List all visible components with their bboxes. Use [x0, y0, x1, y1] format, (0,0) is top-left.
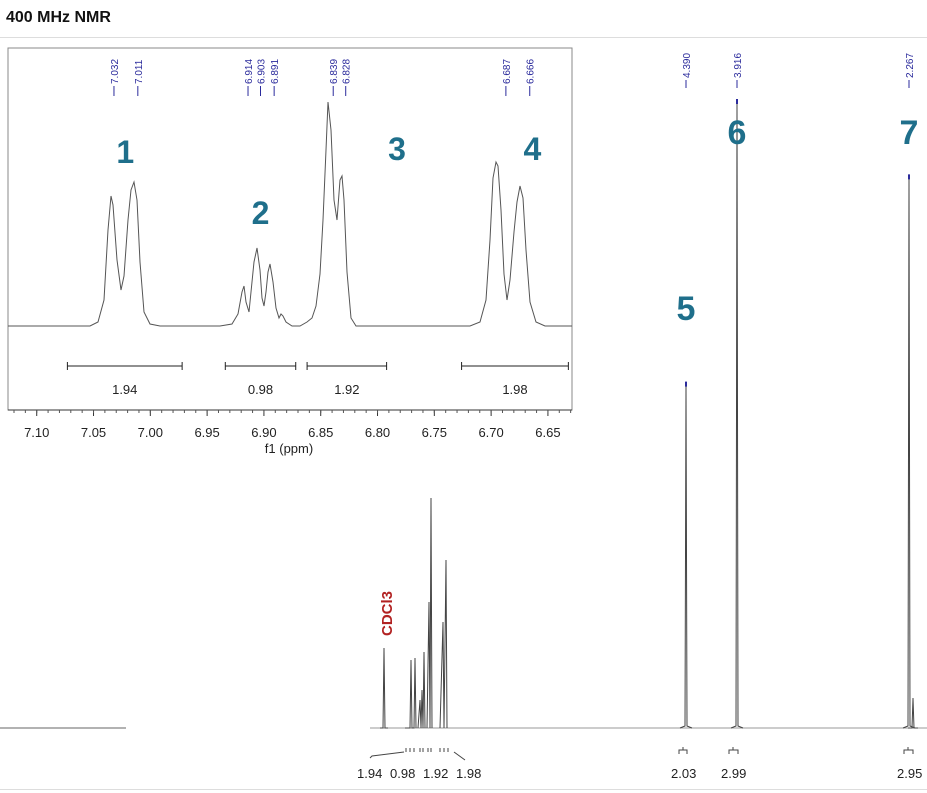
peak-number-7: 7 — [900, 114, 919, 152]
inset-tick-label-6: 6.80 — [365, 425, 390, 440]
inset-pick-label-6: 6.828 — [342, 59, 353, 84]
inset-frame — [7, 47, 573, 411]
chart-title: 400 MHz NMR — [6, 9, 111, 26]
inset-pick-label-7: 6.687 — [502, 59, 513, 84]
integral-mark-5 — [678, 747, 688, 754]
inset-pick-label-4: 6.891 — [270, 59, 281, 84]
main-peaks — [679, 99, 918, 729]
inset-pick-label-5: 6.839 — [329, 59, 340, 84]
integral-curve-4 — [453, 751, 466, 761]
inset-tick-label-3: 6.95 — [194, 425, 219, 440]
inset-integrals: 1.94 0.98 1.92 1.98 — [66, 362, 569, 397]
integral-ticks-b — [419, 748, 432, 752]
inset-integral-value-2: 1.92 — [334, 382, 359, 397]
inset-x-axis-label: f1 (ppm) — [265, 441, 313, 456]
inset-peak-picks: 7.032 7.011 6.914 6.903 6.891 6.839 6.828 6.687… — [110, 59, 537, 96]
main-integral-marks — [369, 747, 914, 761]
main-peak-marker-5 — [685, 381, 687, 387]
inset-pick-label-1: 7.011 — [134, 59, 145, 84]
inset-group-label-4: 4 — [523, 131, 541, 167]
main-peak-7 — [902, 175, 916, 729]
inset-pick-label-3: 6.903 — [257, 59, 268, 84]
inset-pick-label-2: 6.914 — [244, 59, 255, 84]
integral-mark-6 — [728, 747, 739, 754]
inset-trace — [8, 101, 572, 327]
inset-tick-label-2: 7.00 — [138, 425, 163, 440]
inset-integral-value-0: 1.94 — [112, 382, 137, 397]
inset-ticks: 7.10 7.05 7.00 6.95 6.90 6.85 6.80 6.75 6.70 6.65 — [13, 410, 572, 440]
inset-tick-label-4: 6.90 — [251, 425, 276, 440]
main-integral-6: 2.99 — [721, 766, 746, 781]
cluster-peak-1 — [405, 657, 417, 729]
main-integral-2: 0.98 — [390, 766, 415, 781]
inset-pick-label-0: 7.032 — [110, 59, 121, 84]
inset-group-label-2: 2 — [252, 195, 270, 231]
inset-tick-label-8: 6.70 — [478, 425, 503, 440]
inset-group-label-3: 3 — [388, 131, 406, 167]
solvent-peak — [380, 647, 388, 729]
inset-integral-value-3: 1.98 — [502, 382, 527, 397]
bottom-divider — [0, 789, 927, 790]
integral-curve-1 — [369, 751, 405, 759]
inset-group-label-1: 1 — [116, 134, 134, 170]
inset-tick-label-1: 7.05 — [81, 425, 106, 440]
inset-group-labels: 1 2 3 4 — [116, 131, 541, 231]
main-peak-satellite — [908, 697, 918, 729]
main-peak-marker-7 — [908, 174, 910, 180]
main-integral-1: 1.94 — [357, 766, 382, 781]
main-peak-6 — [730, 99, 744, 729]
main-peak-5 — [679, 382, 693, 729]
main-integral-3: 1.92 — [423, 766, 448, 781]
main-peak-marker-6 — [736, 99, 738, 104]
aromatic-cluster — [405, 497, 448, 729]
peak-number-6: 6 — [728, 114, 747, 152]
integral-ticks-c — [439, 748, 449, 752]
inset-tick-label-9: 6.65 — [535, 425, 560, 440]
pick-label-6: 3.916 — [733, 53, 744, 78]
cluster-peak-4 — [439, 559, 448, 729]
solvent-label: CDCl3 — [379, 591, 396, 636]
integral-mark-7 — [903, 747, 914, 754]
inset-tick-label-0: 7.10 — [24, 425, 49, 440]
inset-tick-label-7: 6.75 — [422, 425, 447, 440]
pick-label-7: 2.267 — [905, 53, 916, 78]
integral-ticks-a — [405, 748, 415, 752]
main-integral-5: 2.03 — [671, 766, 696, 781]
inset-tick-label-5: 6.85 — [308, 425, 333, 440]
top-divider — [0, 37, 927, 38]
peak-number-5: 5 — [677, 290, 696, 328]
main-integral-7: 2.95 — [897, 766, 922, 781]
inset-pick-label-8: 6.666 — [526, 59, 537, 84]
inset-integral-value-1: 0.98 — [248, 382, 273, 397]
main-integral-4: 1.98 — [456, 766, 481, 781]
cluster-peak-3 — [426, 497, 433, 729]
pick-label-5: 4.390 — [682, 53, 693, 78]
cluster-peak-2 — [417, 651, 426, 729]
